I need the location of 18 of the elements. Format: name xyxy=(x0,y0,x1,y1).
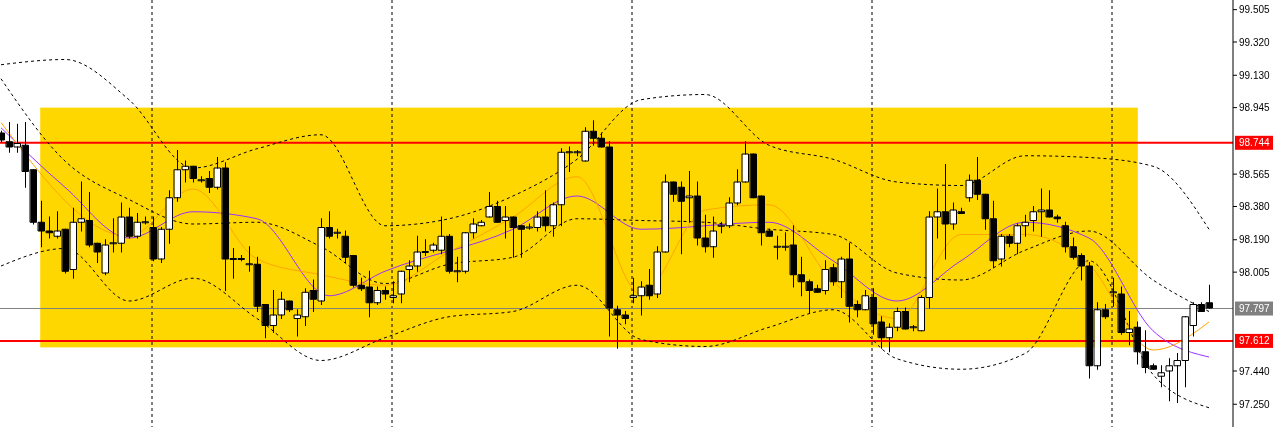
candlestick xyxy=(1158,365,1165,388)
y-tick-label: 97.440 xyxy=(1239,365,1271,377)
y-tick-label: 98.380 xyxy=(1239,201,1271,212)
y-tick-label: 99.130 xyxy=(1239,69,1271,81)
y-tick-label: 97.250 xyxy=(1239,398,1271,410)
ref-line-label: 97.797 xyxy=(1239,303,1271,315)
candlestick xyxy=(1110,277,1117,307)
candlestick xyxy=(398,270,405,304)
ref-line-label: 98.744 xyxy=(1239,137,1271,149)
y-tick-label: 98.565 xyxy=(1239,168,1271,180)
y-tick-label: 98.005 xyxy=(1239,266,1271,278)
y-tick-label: 98.945 xyxy=(1239,102,1271,114)
y-tick-label: 99.320 xyxy=(1239,36,1271,48)
ref-line-label: 97.612 xyxy=(1239,335,1271,347)
candlestick xyxy=(0,130,5,143)
y-tick-label: 99.505 xyxy=(1239,4,1271,16)
candlestick xyxy=(390,281,397,304)
y-tick-label: 98.190 xyxy=(1239,234,1271,246)
